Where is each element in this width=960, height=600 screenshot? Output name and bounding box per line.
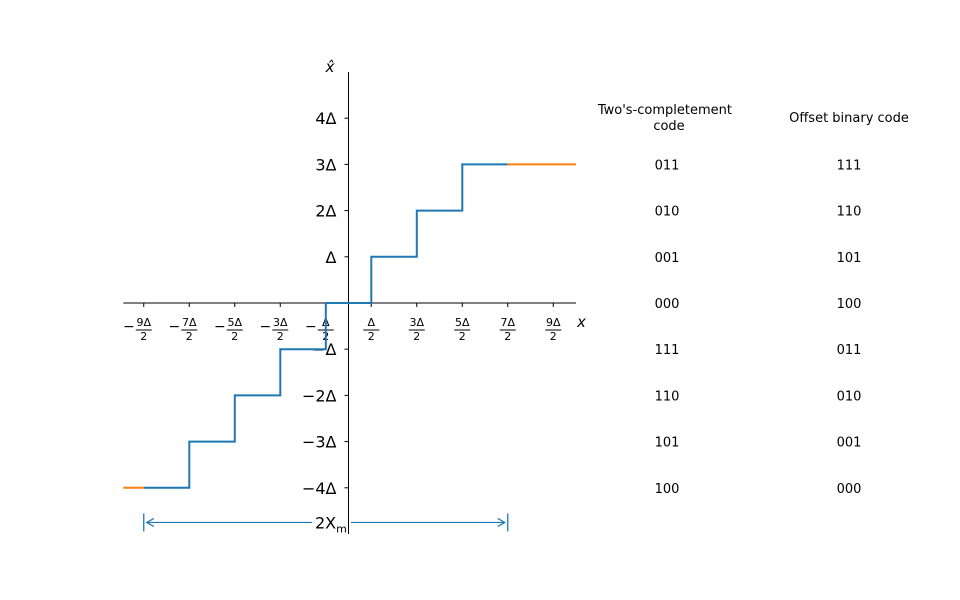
x-tick-numerator: 9Δ	[546, 316, 561, 329]
series-line-0	[143, 163, 508, 489]
series-group	[123, 163, 576, 489]
x-tick-numerator: 3Δ	[273, 316, 288, 329]
x-tick-sign: −	[214, 319, 226, 335]
x-tick-label: 7Δ2−	[169, 316, 198, 343]
twos-header-line-2: code	[653, 119, 684, 134]
y-axis-label: x̂	[325, 58, 335, 76]
x-tick-numerator: 3Δ	[409, 316, 424, 329]
y-tick-label: 4Δ	[315, 109, 336, 128]
offset-binary-code: 011	[837, 343, 862, 358]
y-tick-label: −2Δ	[302, 386, 337, 405]
x-tick-label: 9Δ2−	[123, 316, 152, 343]
x-tick-numerator: Δ	[367, 316, 375, 329]
x-tick-numerator: 5Δ	[227, 316, 242, 329]
range-label-main: 2X	[315, 513, 336, 532]
twos-complement-code: 000	[655, 297, 680, 312]
twos-complement-code: 111	[655, 343, 680, 358]
offset-binary-code: 001	[837, 436, 862, 451]
x-tick-sign: −	[305, 319, 317, 335]
twos-complement-code: 010	[655, 205, 680, 220]
twos-complement-code: 011	[655, 158, 680, 173]
x-tick-denominator: 2	[231, 330, 238, 343]
x-tick-label: 5Δ2	[454, 316, 471, 343]
x-tick-sign: −	[260, 319, 272, 335]
offset-binary-header: Offset binary code	[789, 111, 909, 126]
offset-binary-code: 000	[837, 482, 862, 497]
x-tick-denominator: 2	[140, 330, 147, 343]
x-tick-numerator: 7Δ	[500, 316, 515, 329]
code-rows: 011 111 010 110 001 101 000 100 111 011 110 010 101 0…	[655, 158, 862, 496]
y-tick-label: 3Δ	[315, 155, 336, 174]
x-axis-label: x	[576, 313, 586, 331]
x-tick-numerator: 7Δ	[182, 316, 197, 329]
x-tick-denominator: 2	[277, 330, 284, 343]
twos-header-line-1: Two's-completement	[597, 103, 732, 118]
x-tick-denominator: 2	[459, 330, 466, 343]
x-tick-label: Δ2−	[305, 316, 334, 343]
x-tick-sign: −	[123, 319, 135, 335]
offset-binary-code: 110	[837, 205, 862, 220]
twos-complement-code: 100	[655, 482, 680, 497]
range-arrowhead-right	[497, 517, 506, 527]
x-tick-numerator: 9Δ	[136, 316, 151, 329]
twos-complement-header: Two's-completement code	[597, 103, 736, 134]
x-tick-label: Δ2	[363, 316, 380, 343]
x-tick-sign: −	[169, 319, 181, 335]
x-tick-label: 7Δ2	[499, 316, 516, 343]
y-tick-label: 2Δ	[315, 202, 336, 221]
axes: x x̂	[123, 58, 586, 534]
offset-binary-code: 111	[837, 158, 862, 173]
range-label-subscript: m	[336, 522, 347, 535]
x-tick-denominator: 2	[504, 330, 511, 343]
offset-binary-code: 100	[837, 297, 862, 312]
range-annotation: 2Xm	[143, 513, 509, 535]
offset-binary-code: 101	[837, 251, 862, 266]
offset-binary-code: 010	[837, 389, 862, 404]
code-table: Two's-completement code Offset binary co…	[597, 103, 909, 497]
x-tick-label: 3Δ2	[408, 316, 425, 343]
y-tick-label: Δ	[326, 248, 337, 267]
range-arrowhead-left	[145, 517, 155, 527]
x-tick-denominator: 2	[368, 330, 375, 343]
x-tick-denominator: 2	[186, 330, 193, 343]
y-tick-label: −4Δ	[302, 479, 337, 498]
twos-complement-code: 110	[655, 389, 680, 404]
y-tick-label: −3Δ	[302, 433, 337, 452]
x-tick-denominator: 2	[413, 330, 420, 343]
range-label: 2Xm	[315, 513, 347, 535]
twos-complement-code: 001	[655, 251, 680, 266]
x-tick-label: 9Δ2	[545, 316, 562, 343]
x-tick-numerator: 5Δ	[455, 316, 470, 329]
x-tick-label: 3Δ2−	[260, 316, 289, 343]
twos-complement-code: 101	[655, 436, 680, 451]
x-tick-label: 5Δ2−	[214, 316, 243, 343]
x-tick-denominator: 2	[550, 330, 557, 343]
